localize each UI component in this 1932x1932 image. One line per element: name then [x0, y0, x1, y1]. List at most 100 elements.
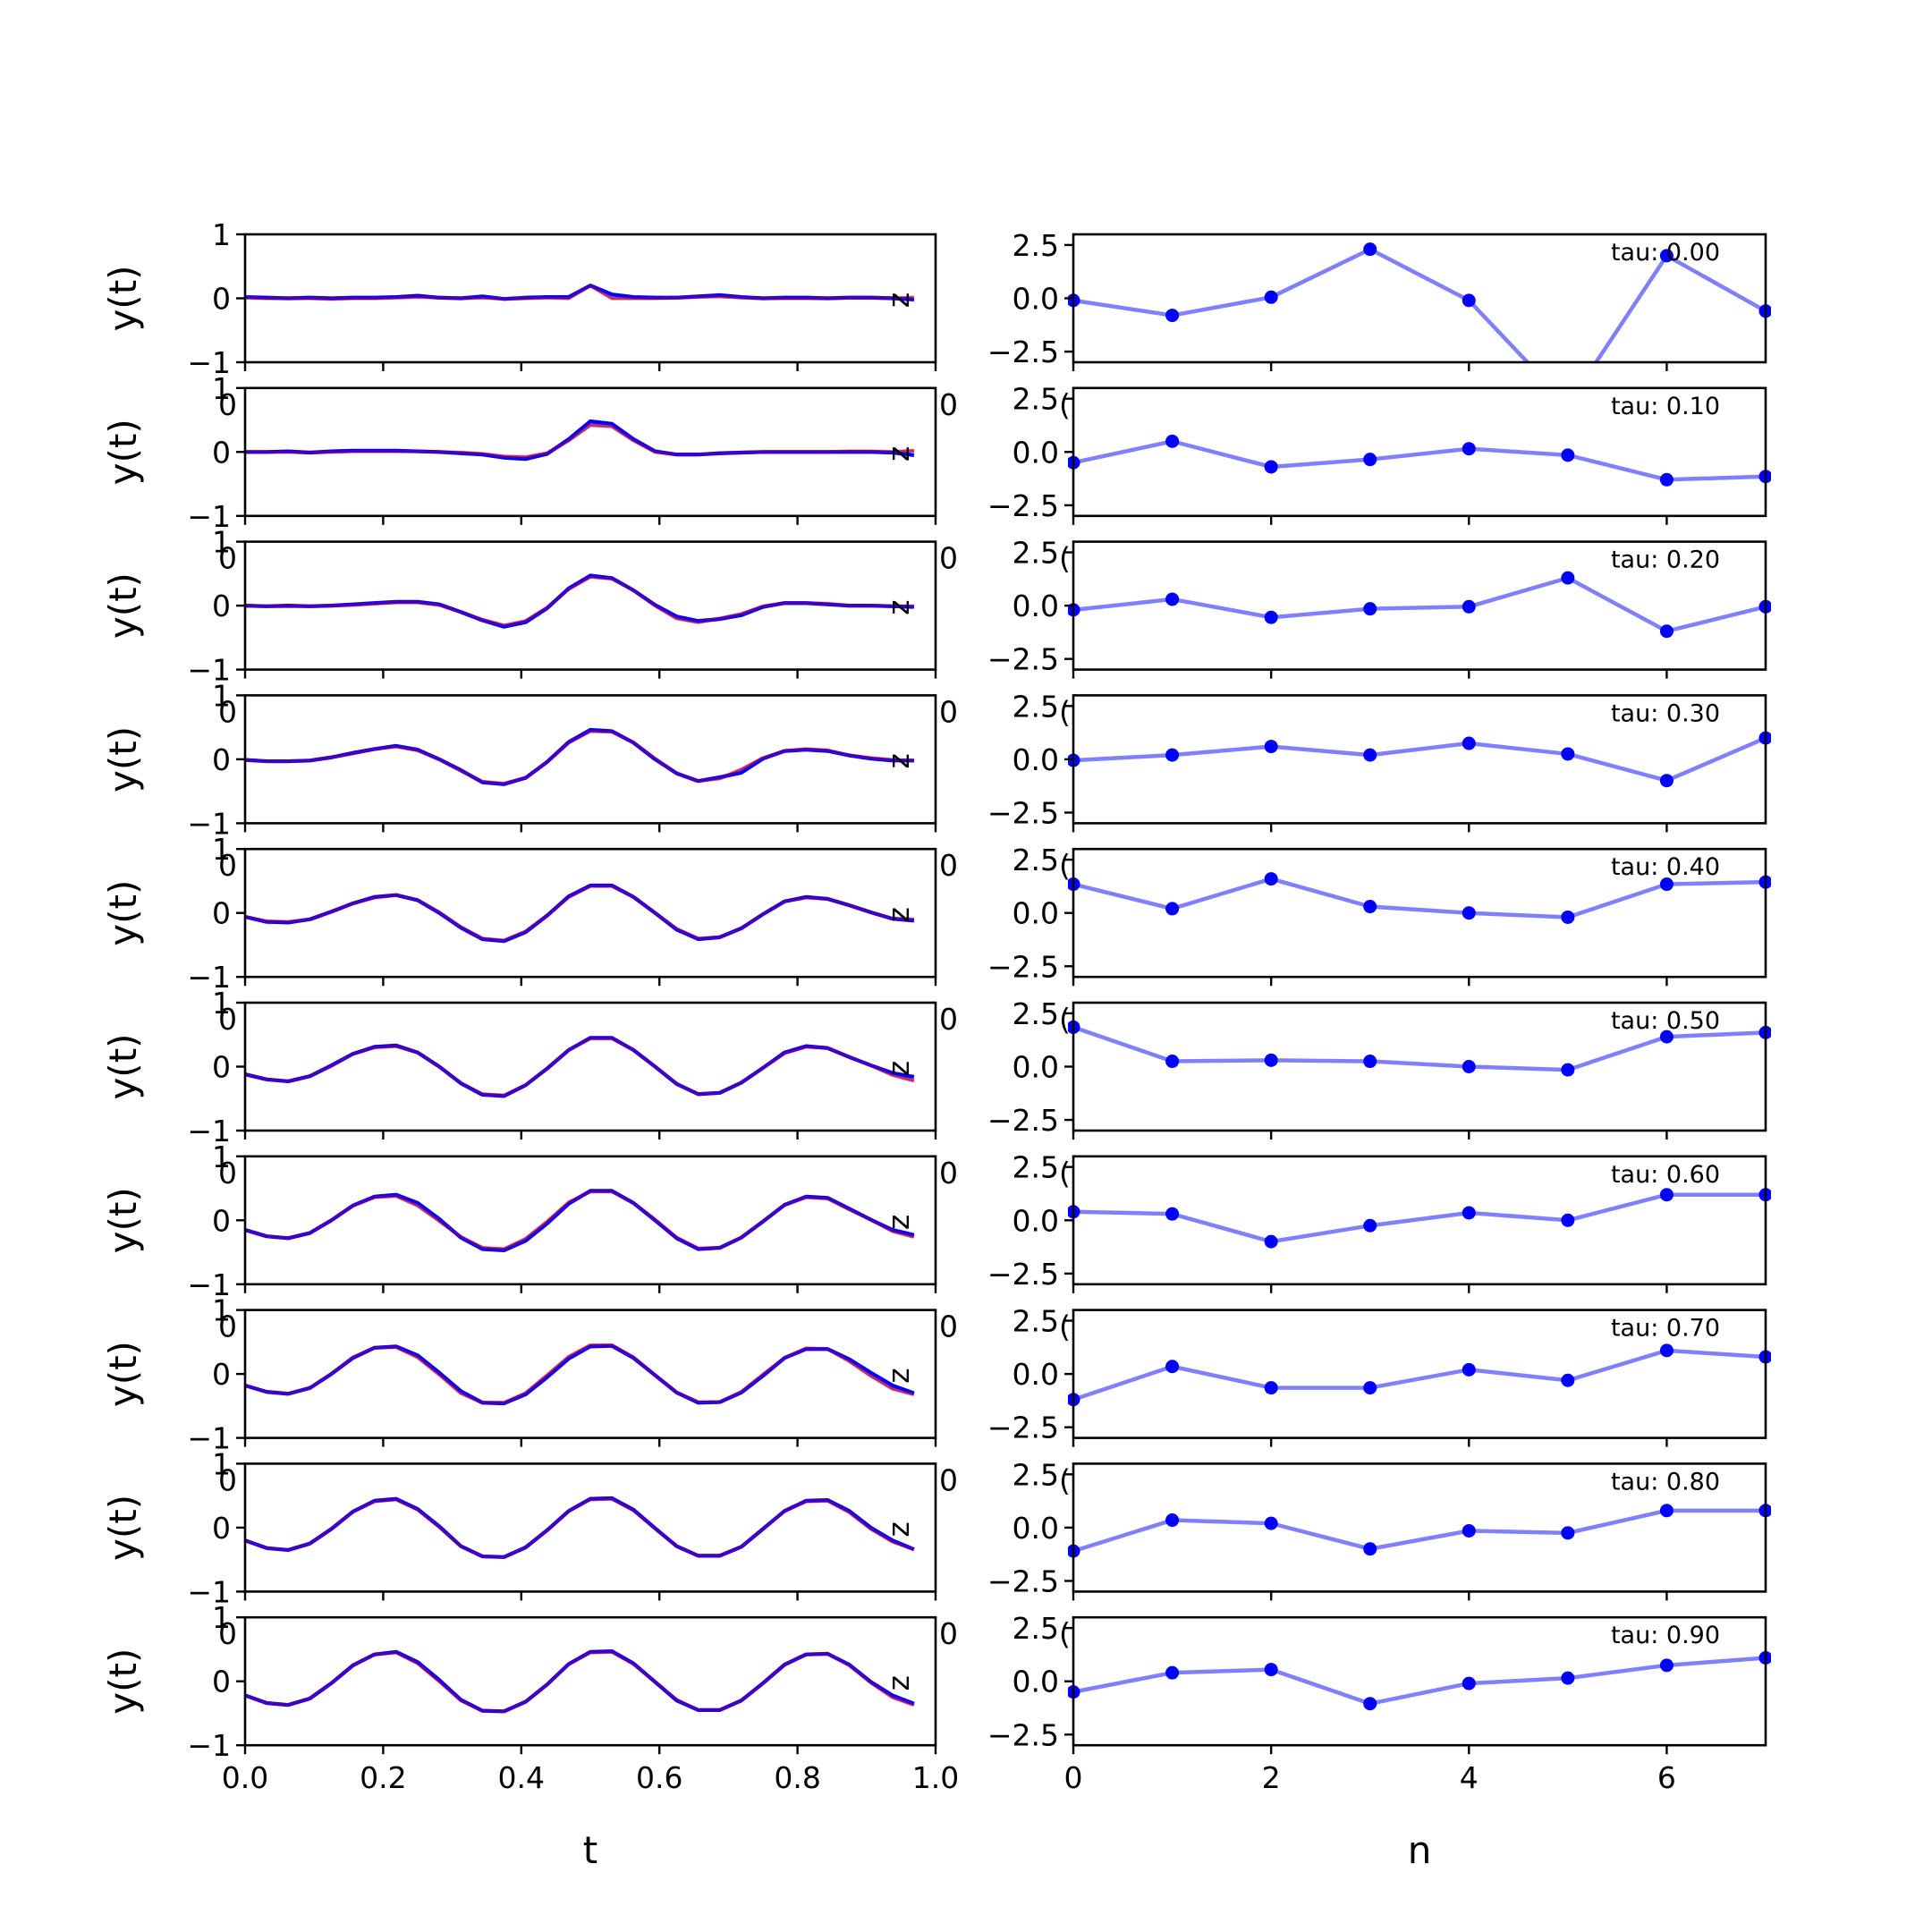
coefficient-point [1462, 1676, 1476, 1690]
overlap-series-line [245, 423, 914, 459]
coefficient-point [1363, 1055, 1377, 1069]
left-plot-area [245, 284, 914, 302]
right-axes-4: 2.5 0.0 −2.5 tau: 0.40 [987, 843, 1771, 987]
coefficient-point [1561, 1373, 1575, 1387]
coefficient-point [1264, 1516, 1278, 1530]
overlapped-label-left: 0 [218, 387, 237, 422]
overlapped-label-right: 0 [939, 1462, 958, 1497]
left-plot-area [245, 1189, 915, 1253]
coefficient-line [1072, 1656, 1767, 1706]
coefficient-point [1363, 1697, 1377, 1711]
coefficient-point [1165, 902, 1180, 916]
right-plot-area [1068, 1343, 1771, 1407]
edge-glyph: z [881, 1061, 916, 1076]
coefficient-line [1072, 439, 1767, 482]
overlapped-label-right-paren: ( [1059, 694, 1071, 729]
coefficient-point [1363, 453, 1377, 467]
coefficient-point [1264, 740, 1278, 754]
right-y-tick-label: 2.5 [1013, 382, 1059, 417]
right-plot-area [1068, 1650, 1771, 1711]
overlapped-label-right: 0 [939, 1616, 958, 1651]
left-y-tick-label: 0 [212, 282, 231, 317]
right-x-tick-label: 6 [1657, 1760, 1676, 1795]
coefficient-line [1072, 736, 1767, 783]
coefficient-line [1072, 1025, 1767, 1072]
right-y-tick-label: 2.5 [1013, 536, 1059, 571]
coefficient-point [1165, 309, 1180, 323]
right-y-tick-label: 2.5 [1013, 1611, 1059, 1646]
right-y-tick-label: 0.0 [1013, 1050, 1059, 1085]
left-y-tick-label: 0 [212, 589, 231, 623]
coefficient-point [1264, 1053, 1278, 1067]
right-plot-area [1068, 242, 1771, 362]
coefficient-point [1165, 434, 1180, 448]
overlapped-label-right-paren: ( [1059, 1156, 1071, 1191]
coefficient-point [1462, 442, 1476, 456]
edge-glyph: z [881, 753, 916, 768]
left-y-axis-title: y(t) [101, 572, 145, 639]
edge-glyph: z [881, 446, 916, 462]
overlapped-label-right-paren: ( [1059, 848, 1071, 883]
right-y-tick-label: 2.5 [1013, 1457, 1059, 1492]
coefficient-point [1659, 1343, 1674, 1358]
tau-annotation: tau: 0.70 [1611, 1315, 1720, 1343]
left-plot-area [245, 1343, 915, 1406]
coefficient-point [1165, 1207, 1180, 1221]
left-x-tick-label: 0.0 [222, 1760, 268, 1795]
tau-annotation: tau: 0.00 [1611, 239, 1720, 267]
left-y-tick-label: 1 [212, 371, 231, 406]
coefficient-line [1072, 1192, 1766, 1244]
left-y-tick-label: 0 [212, 742, 231, 777]
left-plot-area [245, 419, 915, 462]
tau-annotation: tau: 0.20 [1611, 547, 1720, 574]
overlapped-label-right-paren: ( [1059, 1616, 1071, 1651]
overlapped-label-left: 0 [218, 1616, 237, 1651]
right-x-tick-label: 4 [1460, 1760, 1479, 1795]
left-y-axis-title: y(t) [101, 1648, 145, 1715]
left-y-tick-label: 0 [212, 1665, 231, 1699]
overlap-series-line [245, 575, 914, 627]
left-plot-area [245, 1036, 915, 1098]
right-y-tick-label: −2.5 [987, 642, 1059, 677]
coefficient-point [1264, 1381, 1278, 1395]
overlap-series-line [245, 1190, 915, 1251]
left-y-tick-label: 1 [212, 1293, 231, 1328]
tau-annotation: tau: 0.30 [1611, 699, 1720, 727]
right-axes-1: 2.5 0.0 −2.5 tau: 0.10 [987, 382, 1771, 525]
coefficient-line [1072, 1348, 1767, 1402]
right-y-tick-label: −2.5 [987, 1563, 1059, 1598]
coefficient-line [1072, 1508, 1766, 1554]
left-y-tick-label: 1 [212, 986, 231, 1021]
coefficient-point [1462, 736, 1476, 750]
tau-annotation: tau: 0.80 [1611, 1468, 1720, 1496]
right-y-tick-label: 2.5 [1013, 228, 1059, 263]
coefficient-point [1363, 748, 1377, 762]
right-y-tick-label: 2.5 [1013, 1304, 1059, 1339]
coefficient-point [1561, 747, 1575, 761]
coefficient-point [1659, 472, 1674, 487]
right-plot-area [1068, 571, 1771, 639]
coefficient-line [1072, 247, 1767, 362]
overlapped-label-left: 0 [218, 694, 237, 729]
edge-glyph: z [881, 1368, 916, 1383]
right-y-tick-label: 2.5 [1013, 1150, 1059, 1185]
right-y-tick-label: 2.5 [1013, 996, 1059, 1031]
right-axes-2: 2.5 0.0 −2.5 tau: 0.20 [987, 536, 1771, 679]
overlap-series-line [245, 1650, 915, 1713]
left-y-tick-label: −1 [187, 499, 231, 534]
right-y-tick-label: 0.0 [1013, 282, 1059, 317]
overlapped-label-left: 0 [218, 848, 237, 883]
overlapped-label-right: 0 [939, 1002, 958, 1037]
left-y-axis-title: y(t) [101, 419, 145, 485]
left-axes-0: −1 0 1 y(t) z [101, 217, 937, 380]
tau-annotation: tau: 0.90 [1611, 1622, 1720, 1649]
